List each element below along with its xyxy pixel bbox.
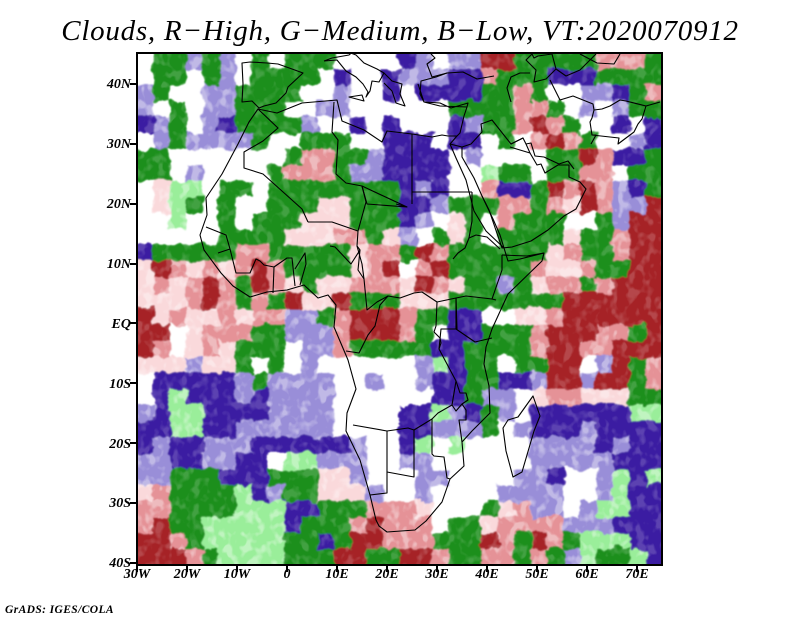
svg-text:GrADS: IGES/COLA: GrADS: IGES/COLA <box>5 604 114 616</box>
svg-text:20W: 20W <box>173 567 202 582</box>
svg-text:0: 0 <box>284 567 291 582</box>
svg-text:Clouds, R−High, G−Medium, B−Lo: Clouds, R−High, G−Medium, B−Low, VT:2020… <box>61 15 739 47</box>
svg-text:20S: 20S <box>108 437 131 452</box>
svg-text:10W: 10W <box>224 567 252 582</box>
svg-text:10S: 10S <box>109 377 131 392</box>
svg-text:30N: 30N <box>106 137 132 152</box>
svg-text:20N: 20N <box>106 197 132 212</box>
svg-text:EQ: EQ <box>111 317 131 332</box>
svg-text:10N: 10N <box>107 257 132 272</box>
svg-text:40E: 40E <box>474 567 498 582</box>
svg-text:40S: 40S <box>108 556 131 571</box>
svg-text:40N: 40N <box>106 77 132 92</box>
svg-text:30S: 30S <box>108 496 131 511</box>
svg-text:50E: 50E <box>525 567 548 582</box>
svg-text:30W: 30W <box>123 567 152 582</box>
svg-text:10E: 10E <box>325 567 348 582</box>
svg-text:30E: 30E <box>424 567 448 582</box>
svg-text:60E: 60E <box>575 567 598 582</box>
svg-text:20E: 20E <box>374 567 398 582</box>
svg-text:70E: 70E <box>625 567 648 582</box>
